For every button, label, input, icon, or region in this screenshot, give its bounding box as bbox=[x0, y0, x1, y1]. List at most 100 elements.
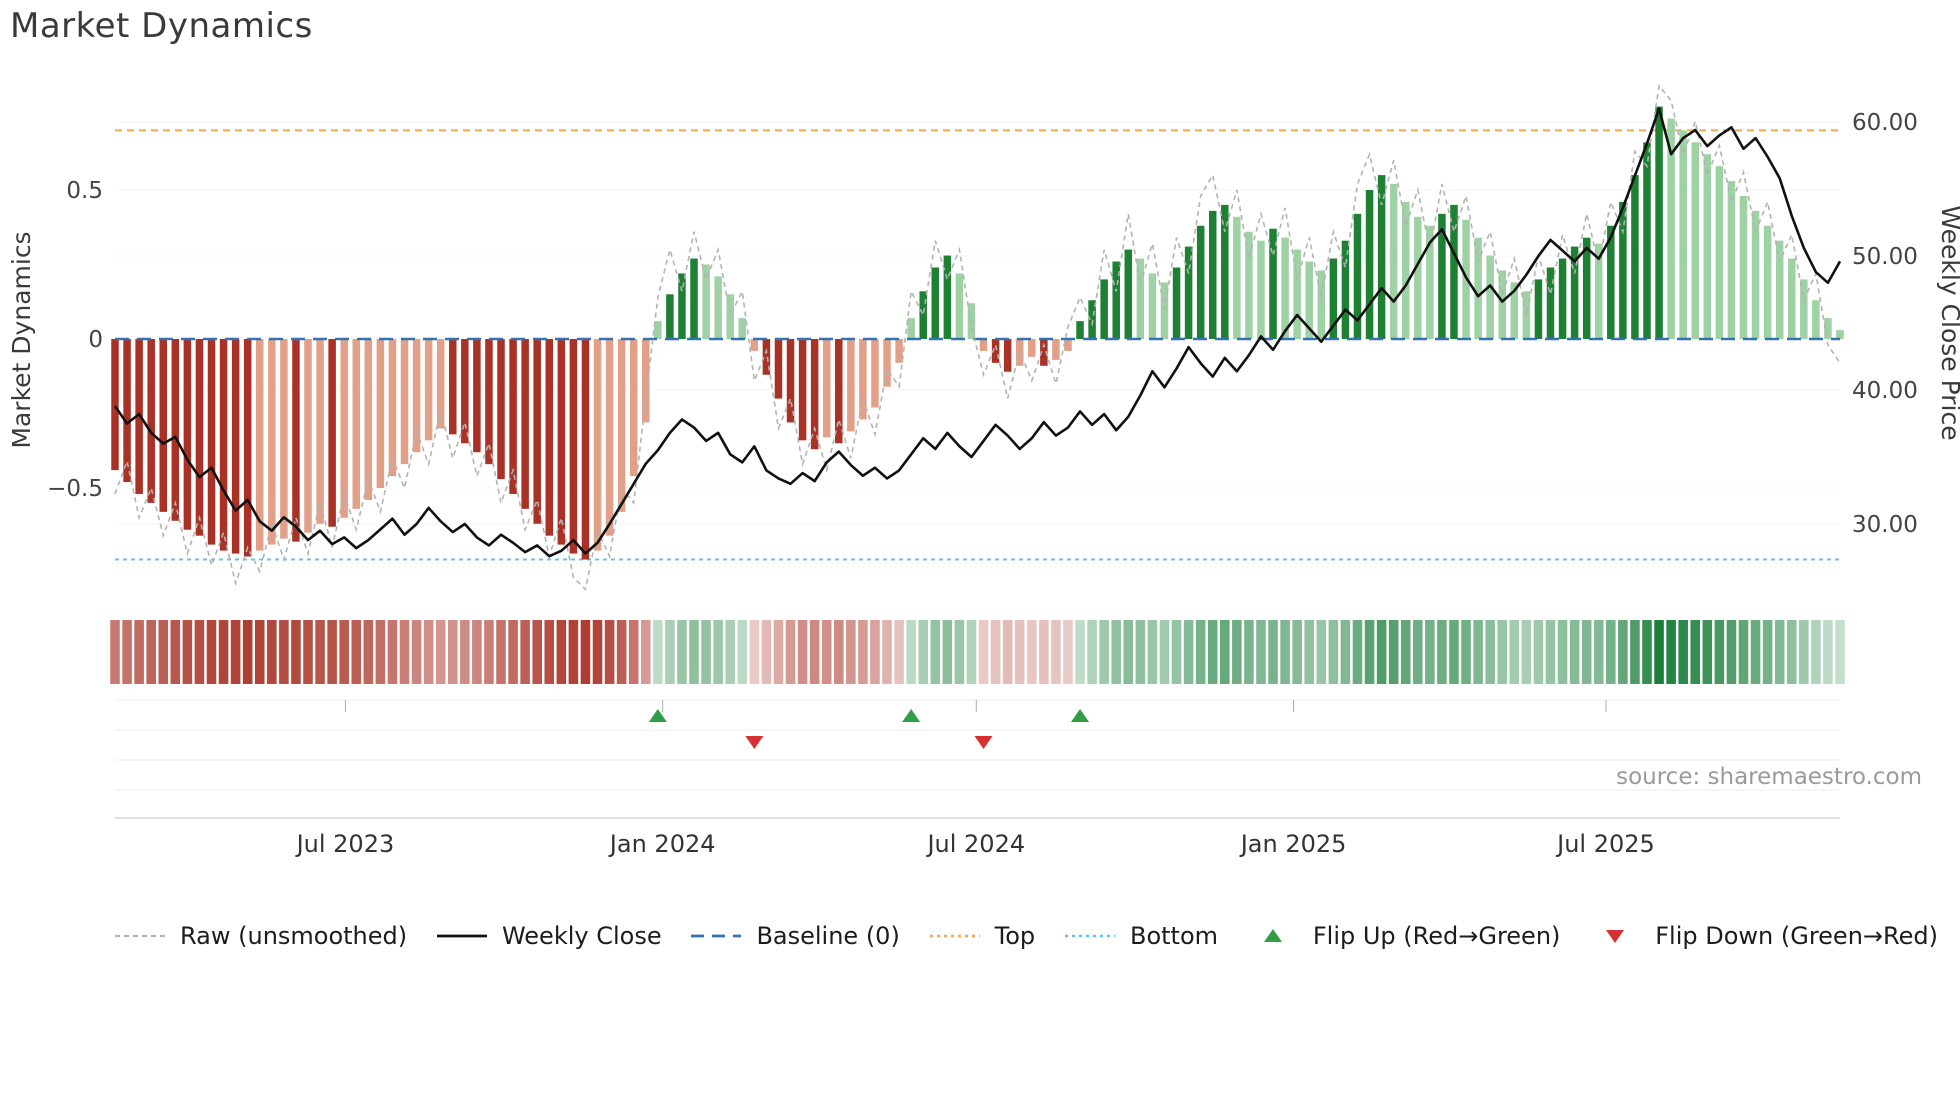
heatmap-cell bbox=[1774, 620, 1785, 684]
heatmap-cell bbox=[809, 620, 820, 684]
momentum-bar bbox=[1474, 237, 1482, 339]
momentum-bar bbox=[1281, 237, 1289, 339]
heatmap-cell bbox=[556, 620, 567, 684]
heatmap-cell bbox=[701, 620, 711, 684]
heatmap-cell bbox=[1099, 620, 1109, 684]
heatmap-cell bbox=[496, 620, 506, 684]
heatmap-cell bbox=[339, 620, 349, 684]
momentum-bar bbox=[1305, 261, 1313, 339]
momentum-bar bbox=[352, 339, 361, 509]
triangle-down-icon bbox=[1606, 930, 1625, 943]
solid-black-line-icon bbox=[436, 934, 487, 938]
heatmap-cell bbox=[653, 620, 663, 684]
momentum-bar bbox=[666, 294, 674, 339]
momentum-bar bbox=[798, 339, 807, 441]
momentum-bar bbox=[1341, 240, 1350, 339]
heatmap-cell bbox=[894, 620, 904, 684]
heatmap-cell bbox=[1340, 620, 1351, 684]
momentum-bar bbox=[1619, 201, 1627, 339]
heatmap-cell bbox=[1256, 620, 1266, 684]
heatmap-cell bbox=[327, 620, 337, 684]
momentum-bar bbox=[581, 339, 590, 560]
heatmap-cell bbox=[1232, 620, 1242, 684]
heatmap-cell bbox=[532, 620, 542, 684]
heatmap-cell bbox=[1376, 620, 1387, 684]
momentum-bar bbox=[702, 264, 710, 339]
heatmap-cell bbox=[858, 620, 868, 684]
momentum-bar bbox=[1450, 204, 1458, 339]
momentum-bar bbox=[436, 339, 445, 429]
heatmap-cell bbox=[1207, 620, 1218, 684]
momentum-bar bbox=[1655, 106, 1663, 339]
momentum-bar bbox=[1124, 249, 1133, 339]
momentum-bar bbox=[1643, 142, 1651, 339]
momentum-bar bbox=[280, 339, 288, 539]
momentum-bar bbox=[1558, 258, 1567, 339]
heatmap-cell bbox=[1280, 620, 1290, 684]
momentum-bar bbox=[243, 339, 252, 557]
heatmap-cell bbox=[1002, 620, 1013, 684]
x-axis-tick-label: Jul 2024 bbox=[925, 830, 1025, 858]
momentum-bar bbox=[1377, 175, 1386, 339]
left-axis-tick-label: 0.5 bbox=[66, 178, 103, 204]
heatmap-cell bbox=[870, 620, 880, 684]
momentum-bar bbox=[1679, 130, 1687, 339]
heatmap-cell bbox=[918, 620, 928, 684]
momentum-bar bbox=[1269, 228, 1277, 339]
momentum-bar bbox=[1715, 166, 1724, 339]
heatmap-cell bbox=[821, 620, 832, 684]
heatmap-cell bbox=[411, 620, 422, 684]
left-axis-tick-label: 0 bbox=[88, 327, 103, 353]
momentum-bar bbox=[1426, 225, 1434, 339]
momentum-bar bbox=[907, 318, 915, 339]
heatmap-cell bbox=[1762, 620, 1773, 684]
heatmap-cell bbox=[1425, 620, 1435, 684]
x-axis-tick-label: Jan 2024 bbox=[608, 830, 716, 858]
momentum-bar bbox=[1293, 249, 1301, 339]
momentum-bar bbox=[171, 339, 180, 521]
momentum-bar bbox=[1257, 240, 1265, 339]
x-axis-tick-label: Jan 2025 bbox=[1239, 830, 1347, 858]
heatmap-cell bbox=[1569, 620, 1580, 684]
momentum-bar bbox=[762, 339, 771, 375]
momentum-bar bbox=[895, 339, 903, 363]
momentum-bar bbox=[1196, 225, 1205, 339]
heatmap-cell bbox=[1388, 620, 1399, 684]
heatmap-cell bbox=[460, 620, 470, 684]
momentum-bar bbox=[1498, 270, 1506, 339]
momentum-bar bbox=[497, 339, 505, 480]
momentum-bar bbox=[231, 339, 240, 554]
heatmap-cell bbox=[1811, 620, 1821, 684]
heatmap-cell bbox=[315, 620, 325, 684]
momentum-bar bbox=[883, 339, 891, 387]
momentum-bar bbox=[642, 339, 650, 423]
momentum-bar bbox=[364, 339, 373, 500]
heatmap-cell bbox=[1786, 620, 1797, 684]
heatmap-cell bbox=[1304, 620, 1315, 684]
heatmap-cell bbox=[1123, 620, 1134, 684]
heatmap-cell bbox=[1135, 620, 1146, 684]
momentum-bar bbox=[1691, 142, 1699, 339]
momentum-bar bbox=[1365, 190, 1374, 339]
heatmap-cell bbox=[1171, 620, 1182, 684]
momentum-bar bbox=[1088, 300, 1096, 339]
momentum-bar bbox=[400, 339, 409, 465]
momentum-bar bbox=[1836, 330, 1844, 339]
momentum-bar bbox=[268, 339, 276, 545]
momentum-bar bbox=[919, 291, 927, 339]
momentum-bar bbox=[1136, 258, 1145, 339]
momentum-bar bbox=[1414, 216, 1422, 339]
legend-label-bottom: Bottom bbox=[1129, 922, 1219, 950]
momentum-bar bbox=[931, 267, 940, 339]
heatmap-cell bbox=[1678, 620, 1688, 684]
heatmap-cell bbox=[1328, 620, 1339, 684]
heatmap-cell bbox=[218, 620, 229, 684]
heatmap-cell bbox=[279, 620, 289, 684]
heatmap-cell bbox=[399, 620, 410, 684]
heatmap-cell bbox=[1714, 620, 1725, 684]
momentum-bar bbox=[473, 339, 481, 453]
momentum-bar bbox=[1667, 118, 1675, 339]
dashed-gray-line-icon bbox=[115, 934, 165, 938]
